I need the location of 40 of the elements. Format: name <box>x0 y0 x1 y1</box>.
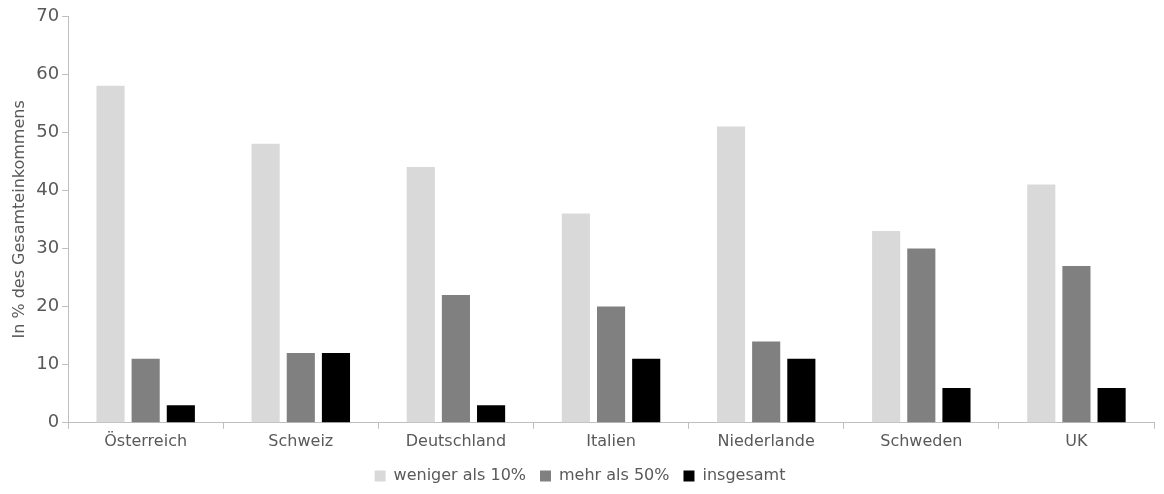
y-tick-label: 30 <box>36 236 60 258</box>
bar <box>1027 184 1056 423</box>
bar <box>942 387 971 423</box>
bar <box>406 167 435 423</box>
x-tick-label: Schweiz <box>268 430 334 450</box>
x-tick-label: Niederlande <box>717 430 815 450</box>
y-tick-label: 20 <box>36 294 60 316</box>
y-tick-label: 0 <box>47 410 60 432</box>
legend-label: weniger als 10% <box>393 465 527 485</box>
y-tick-label: 10 <box>36 352 60 374</box>
bar <box>596 306 626 423</box>
bar <box>1097 387 1126 423</box>
x-tick-label: UK <box>1065 430 1089 450</box>
y-tick-label: 70 <box>36 3 60 25</box>
bar <box>286 353 315 423</box>
bar <box>561 213 590 423</box>
x-tick-label: Deutschland <box>405 430 507 450</box>
bar <box>1062 265 1091 423</box>
bar <box>716 126 746 423</box>
legend-label: insgesamt <box>702 465 786 485</box>
bar <box>251 143 280 423</box>
bar <box>752 341 781 423</box>
bar <box>166 405 195 423</box>
bar <box>907 248 936 423</box>
bar <box>787 358 816 423</box>
bar <box>441 294 470 423</box>
y-tick-label: 40 <box>36 178 60 200</box>
x-tick-label: Schweden <box>880 430 963 450</box>
bar <box>321 353 351 423</box>
x-tick-label: Österreich <box>104 430 188 450</box>
bar <box>477 405 506 423</box>
bar <box>131 358 160 423</box>
y-axis-title: In % des Gesamteinkommens <box>8 100 28 339</box>
y-tick-label: 60 <box>36 61 60 83</box>
bar <box>96 85 125 423</box>
bar <box>632 358 661 423</box>
x-tick-label: Italien <box>586 430 636 450</box>
bar <box>872 231 901 423</box>
y-tick-label: 50 <box>36 119 60 141</box>
legend-label: mehr als 50% <box>559 465 670 485</box>
